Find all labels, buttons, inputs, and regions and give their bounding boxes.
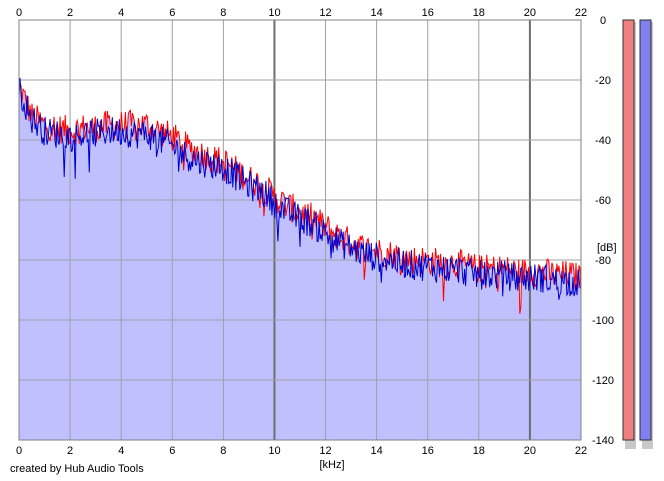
x-tick-label-top: 6 — [169, 7, 175, 19]
x-tick-label-bottom: 0 — [16, 445, 22, 457]
x-tick-label-bottom: 4 — [118, 445, 124, 457]
y-tick-label: -120 — [592, 375, 614, 387]
x-tick-label-top: 16 — [422, 7, 434, 19]
x-tick-label-top: 4 — [118, 7, 124, 19]
x-tick-label-bottom: 8 — [220, 445, 226, 457]
x-tick-label-top: 0 — [16, 7, 22, 19]
y-tick-label: -40 — [595, 135, 611, 147]
x-tick-label-top: 10 — [268, 7, 280, 19]
y-tick-label: -100 — [592, 315, 614, 327]
x-tick-label-bottom: 12 — [319, 445, 331, 457]
x-axis-unit-label: [kHz] — [319, 459, 344, 471]
y-tick-label: -140 — [592, 435, 614, 447]
x-tick-label-bottom: 14 — [371, 445, 383, 457]
y-axis-unit-label: [dB] — [597, 242, 617, 254]
level-meter-1 — [622, 19, 635, 441]
x-tick-label-top: 20 — [524, 7, 536, 19]
x-tick-label-top: 8 — [220, 7, 226, 19]
x-tick-label-bottom: 6 — [169, 445, 175, 457]
x-tick-label-top: 18 — [473, 7, 485, 19]
x-tick-label-bottom: 20 — [524, 445, 536, 457]
x-tick-label-bottom: 18 — [473, 445, 485, 457]
spectrum-fill-area — [19, 81, 581, 441]
x-tick-label-bottom: 10 — [268, 445, 280, 457]
plot-border — [18, 19, 582, 441]
spectrum-trace-2 — [18, 77, 582, 300]
series-layer — [18, 77, 582, 314]
level-meter-2 — [639, 19, 652, 441]
y-tick-label: -20 — [595, 75, 611, 87]
y-tick-label: -60 — [595, 195, 611, 207]
x-tick-label-bottom: 16 — [422, 445, 434, 457]
x-tick-label-top: 22 — [575, 7, 587, 19]
y-tick-label: -80 — [595, 255, 611, 267]
credit-text: created by Hub Audio Tools — [10, 463, 144, 475]
x-tick-label-top: 14 — [371, 7, 383, 19]
x-tick-label-bottom: 2 — [67, 445, 73, 457]
x-tick-label-top: 2 — [67, 7, 73, 19]
y-tick-label: 0 — [600, 15, 606, 27]
tick-labels: 002244668810101212141416161818202022220-… — [16, 7, 614, 457]
x-tick-label-top: 12 — [319, 7, 331, 19]
x-tick-label-bottom: 22 — [575, 445, 587, 457]
